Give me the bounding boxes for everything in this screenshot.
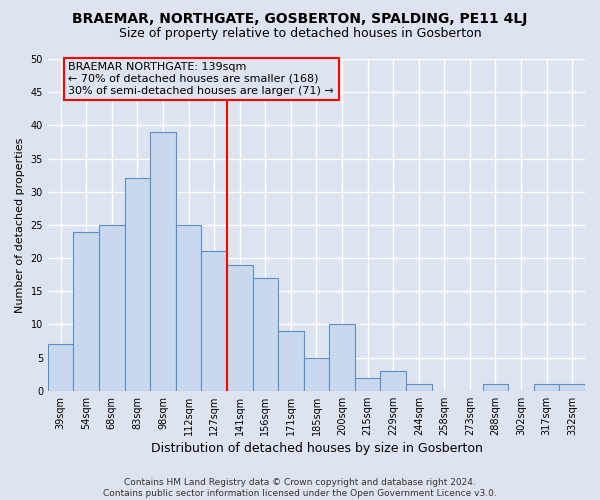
Bar xyxy=(125,178,150,391)
Bar xyxy=(329,324,355,391)
Bar xyxy=(99,225,125,391)
Bar xyxy=(534,384,559,391)
Bar xyxy=(253,278,278,391)
Bar xyxy=(150,132,176,391)
Bar xyxy=(380,371,406,391)
Y-axis label: Number of detached properties: Number of detached properties xyxy=(15,137,25,312)
Bar xyxy=(227,264,253,391)
Bar xyxy=(202,252,227,391)
Bar xyxy=(48,344,73,391)
Bar xyxy=(176,225,202,391)
Text: BRAEMAR, NORTHGATE, GOSBERTON, SPALDING, PE11 4LJ: BRAEMAR, NORTHGATE, GOSBERTON, SPALDING,… xyxy=(73,12,527,26)
Bar xyxy=(355,378,380,391)
Text: Contains HM Land Registry data © Crown copyright and database right 2024.
Contai: Contains HM Land Registry data © Crown c… xyxy=(103,478,497,498)
Text: Size of property relative to detached houses in Gosberton: Size of property relative to detached ho… xyxy=(119,28,481,40)
Bar xyxy=(406,384,431,391)
Bar xyxy=(278,331,304,391)
X-axis label: Distribution of detached houses by size in Gosberton: Distribution of detached houses by size … xyxy=(151,442,482,455)
Bar xyxy=(304,358,329,391)
Bar xyxy=(559,384,585,391)
Bar xyxy=(73,232,99,391)
Bar xyxy=(482,384,508,391)
Text: BRAEMAR NORTHGATE: 139sqm
← 70% of detached houses are smaller (168)
30% of semi: BRAEMAR NORTHGATE: 139sqm ← 70% of detac… xyxy=(68,62,334,96)
